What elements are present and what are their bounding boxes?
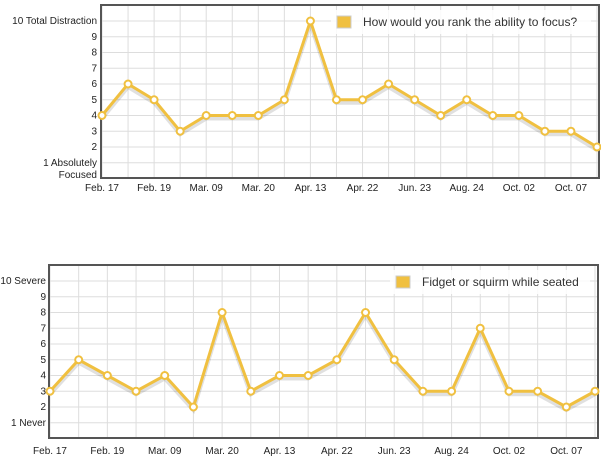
data-point	[149, 95, 159, 105]
x-tick-label: Feb. 19	[90, 446, 124, 457]
x-tick-label: Mar. 20	[205, 446, 239, 457]
chart-2: 1 Never 2 3 4 5 6 7 8 9 10 Severe Feb. 17 Feb. 19 Ma…	[0, 264, 600, 457]
x-tick-label: Aug. 24	[434, 446, 469, 457]
data-point	[332, 355, 342, 365]
y-tick-label: 10 Severe	[0, 276, 46, 287]
data-point	[123, 79, 133, 89]
data-point	[447, 386, 457, 396]
data-point	[45, 386, 55, 396]
x-tick-label: Mar. 09	[190, 183, 224, 194]
x-tick-label: Apr. 22	[347, 183, 379, 194]
y-tick-label: 8	[40, 308, 46, 319]
data-point	[305, 16, 315, 26]
data-point	[592, 142, 601, 152]
data-point	[160, 371, 170, 380]
data-point	[514, 111, 524, 120]
x-tick-label: Apr. 13	[295, 183, 327, 194]
data-point	[504, 386, 514, 396]
data-point	[361, 308, 371, 317]
x-tick-label: Apr. 22	[321, 446, 353, 457]
data-point	[540, 126, 550, 136]
data-point	[533, 386, 543, 396]
chart-1: 1 Absolutely Focused 2 3 4 5 6 7 8 9 10 Total Dist…	[12, 4, 601, 194]
legend-swatch	[395, 275, 411, 289]
y-tick-label: 5	[40, 355, 46, 366]
data-point	[201, 111, 211, 120]
y-tick-label: 5	[91, 95, 97, 106]
data-point	[436, 111, 446, 120]
y-tick-label: 2	[91, 142, 97, 153]
y-tick-label: 2	[40, 402, 46, 413]
x-tick-label: Oct. 07	[550, 446, 583, 457]
x-tick-label: Feb. 17	[85, 183, 119, 194]
legend	[390, 270, 590, 294]
legend	[331, 10, 591, 34]
data-point	[410, 95, 420, 105]
data-point	[246, 386, 256, 396]
y-tick-label: 9	[40, 292, 46, 303]
data-point	[74, 355, 84, 365]
y-tick-label: 4	[91, 111, 97, 122]
data-point	[175, 126, 185, 136]
y-tick-label: 10 Total Distraction	[12, 16, 97, 27]
x-tick-label: Jun. 23	[398, 183, 431, 194]
x-tick-label: Oct. 02	[493, 446, 526, 457]
x-tick-label: Oct. 07	[555, 183, 588, 194]
data-point	[475, 323, 485, 333]
data-point	[566, 126, 576, 136]
data-point	[217, 308, 227, 317]
data-point	[462, 95, 472, 105]
y-tick-label: 1 Absolutely Focused	[43, 158, 97, 181]
plot-frame	[100, 4, 600, 179]
data-point	[418, 386, 428, 396]
x-tick-label: Feb. 17	[33, 446, 67, 457]
data-point	[331, 95, 341, 105]
legend-label: How would you rank the ability to focus?	[363, 15, 577, 29]
data-point	[303, 371, 313, 380]
data-point	[358, 95, 368, 105]
data-point	[97, 111, 107, 120]
x-tick-label: Feb. 19	[137, 183, 171, 194]
y-tick-label: 1 Never	[11, 418, 47, 429]
legend-swatch	[336, 15, 352, 29]
data-point	[253, 111, 263, 120]
x-tick-label: Mar. 20	[242, 183, 276, 194]
y-tick-label: 3	[91, 126, 97, 137]
data-point	[131, 386, 141, 396]
data-point	[227, 111, 237, 120]
data-point	[590, 386, 600, 396]
data-point	[389, 355, 399, 365]
data-point	[561, 402, 571, 412]
y-tick-label: 6	[91, 79, 97, 90]
data-point	[102, 371, 112, 380]
data-point	[384, 79, 394, 89]
y-tick-label: 8	[91, 48, 97, 59]
x-tick-label: Apr. 13	[264, 446, 296, 457]
y-tick-label: 4	[40, 371, 46, 382]
y-tick-label: 7	[40, 323, 46, 334]
data-point	[488, 111, 498, 120]
x-tick-label: Oct. 02	[503, 183, 536, 194]
y-tick-label: 6	[40, 339, 46, 350]
x-tick-label: Aug. 24	[449, 183, 484, 194]
data-point	[188, 402, 198, 412]
y-tick-label: 7	[91, 63, 97, 74]
data-point	[274, 371, 284, 380]
y-tick-label: 9	[91, 32, 97, 43]
x-tick-label: Mar. 09	[148, 446, 182, 457]
plot-frame	[48, 264, 599, 439]
data-point	[279, 95, 289, 105]
x-tick-label: Jun. 23	[378, 446, 411, 457]
y-tick-label: 3	[40, 386, 46, 397]
series-line	[48, 307, 596, 410]
series-shadow	[48, 309, 596, 414]
legend-label: Fidget or squirm while seated	[422, 275, 579, 289]
